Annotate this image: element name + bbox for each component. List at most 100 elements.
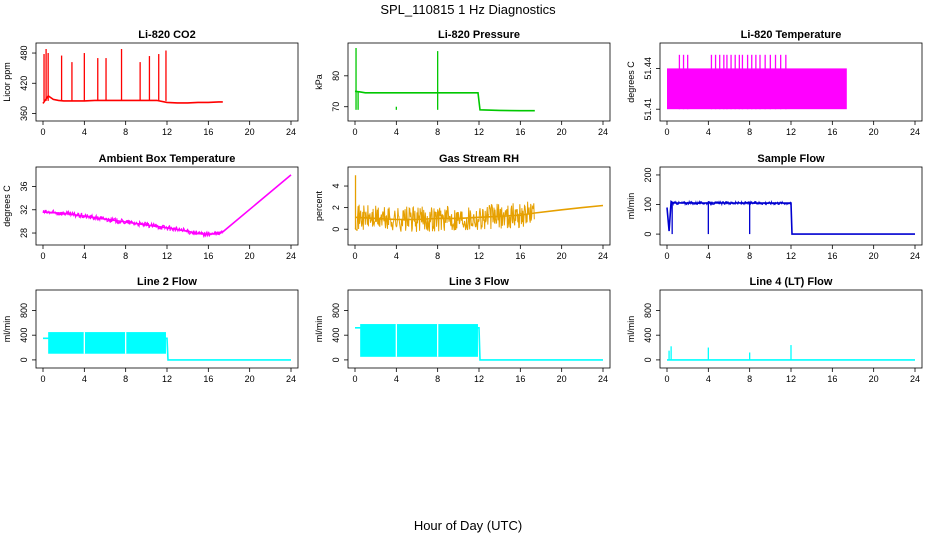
x-tick-label: 0 (664, 374, 669, 384)
panel-8: Line 4 (LT) Flow ml/min 0 4 8 12 16 20 24 0 400 800 (626, 276, 923, 384)
x-tick-label: 20 (245, 251, 255, 261)
y-tick-label: 32 (19, 205, 29, 215)
x-tick-label: 16 (827, 251, 837, 261)
x-tick-label: 12 (786, 127, 796, 137)
y-tick-label: 800 (331, 303, 341, 318)
plot-frame (347, 166, 611, 246)
x-tick-label: 4 (394, 127, 399, 137)
y-tick-label: 80 (331, 71, 341, 81)
data-band (667, 68, 847, 110)
plot-area (43, 332, 291, 361)
plot-area (667, 54, 847, 110)
x-tick-label: 8 (747, 127, 752, 137)
panel-5: Sample Flow ml/min 0 4 8 12 16 20 24 0 100 200 (626, 153, 923, 261)
x-tick-label: 24 (286, 127, 296, 137)
panel-title: Line 3 Flow (449, 276, 509, 288)
y-axis-label: ml/min (626, 316, 636, 343)
x-tick-label: 0 (352, 251, 357, 261)
x-tick-label: 4 (706, 374, 711, 384)
x-tick-label: 4 (706, 251, 711, 261)
plot-frame (347, 42, 611, 122)
x-tick-label: 0 (664, 127, 669, 137)
data-series-line (355, 327, 603, 361)
x-tick-label: 8 (747, 374, 752, 384)
plot-area (354, 175, 604, 232)
x-tick-label: 8 (123, 374, 128, 384)
y-tick-label: 2 (331, 205, 341, 210)
x-tick-label: 4 (82, 127, 87, 137)
plot-frame (35, 166, 299, 246)
x-tick-label: 16 (203, 251, 213, 261)
data-band (48, 332, 166, 354)
y-tick-label: 100 (643, 197, 653, 212)
data-series-line (354, 90, 535, 112)
y-tick-label: 0 (331, 227, 341, 232)
data-series-line (42, 174, 292, 236)
x-tick-label: 0 (352, 374, 357, 384)
y-tick-label: 800 (19, 303, 29, 318)
panel-title: Ambient Box Temperature (99, 153, 236, 165)
panel-title: Li-820 Pressure (438, 29, 520, 41)
x-tick-label: 20 (245, 127, 255, 137)
x-tick-label: 4 (706, 127, 711, 137)
x-tick-label: 0 (40, 127, 45, 137)
y-axis-label: degrees C (626, 61, 636, 103)
x-tick-label: 8 (747, 251, 752, 261)
panel-title: Gas Stream RH (439, 153, 519, 165)
x-tick-label: 12 (162, 127, 172, 137)
y-tick-label: 36 (19, 182, 29, 192)
x-tick-label: 0 (40, 251, 45, 261)
plot-area (355, 324, 603, 361)
x-tick-label: 20 (557, 127, 567, 137)
y-axis-label: ml/min (2, 316, 12, 343)
x-tick-label: 16 (515, 251, 525, 261)
y-tick-label: 400 (19, 328, 29, 343)
x-tick-label: 16 (203, 374, 213, 384)
panel-title: Sample Flow (757, 153, 825, 165)
x-tick-label: 8 (435, 251, 440, 261)
x-tick-label: 24 (910, 127, 920, 137)
data-series-line (42, 94, 223, 104)
y-axis-label: ml/min (314, 316, 324, 343)
panel-2: Li-820 Temperature degrees C 0 4 8 12 16 20 24 51… (626, 29, 923, 137)
x-tick-label: 12 (162, 374, 172, 384)
plot-frame (35, 289, 299, 369)
data-band (360, 324, 478, 357)
x-tick-label: 24 (910, 374, 920, 384)
y-tick-label: 360 (19, 106, 29, 121)
panel-1: Li-820 Pressure kPa 0 4 8 12 16 20 24 70 80 (314, 29, 611, 137)
y-tick-label: 0 (643, 232, 653, 237)
y-tick-label: 0 (643, 357, 653, 362)
plot-area (666, 199, 915, 235)
panel-0: Li-820 CO2 Licor ppm 0 4 8 12 16 20 24 360 420 480 (2, 29, 299, 137)
panel-title: Line 4 (LT) Flow (750, 276, 833, 288)
x-tick-label: 20 (869, 251, 879, 261)
x-tick-label: 12 (786, 374, 796, 384)
x-tick-label: 24 (286, 374, 296, 384)
x-tick-label: 20 (557, 374, 567, 384)
plot-area (42, 174, 292, 238)
x-tick-label: 16 (515, 374, 525, 384)
x-tick-label: 8 (435, 127, 440, 137)
x-tick-label: 4 (394, 374, 399, 384)
y-tick-label: 420 (19, 76, 29, 91)
x-axis-label: Hour of Day (UTC) (413, 518, 523, 533)
y-tick-label: 400 (331, 328, 341, 343)
x-tick-label: 24 (910, 251, 920, 261)
plot-area (354, 48, 535, 112)
x-tick-label: 24 (598, 374, 608, 384)
x-tick-label: 12 (162, 251, 172, 261)
x-tick-label: 12 (474, 127, 484, 137)
plot-area (667, 345, 915, 361)
y-axis-label: Licor ppm (2, 62, 12, 102)
x-tick-label: 24 (286, 251, 296, 261)
y-tick-label: 51.41 (643, 98, 653, 121)
y-tick-label: 400 (643, 328, 653, 343)
x-tick-label: 0 (352, 127, 357, 137)
x-tick-label: 20 (245, 374, 255, 384)
y-tick-label: 51.44 (643, 57, 653, 80)
x-tick-label: 20 (557, 251, 567, 261)
x-tick-label: 4 (82, 374, 87, 384)
x-tick-label: 0 (664, 251, 669, 261)
